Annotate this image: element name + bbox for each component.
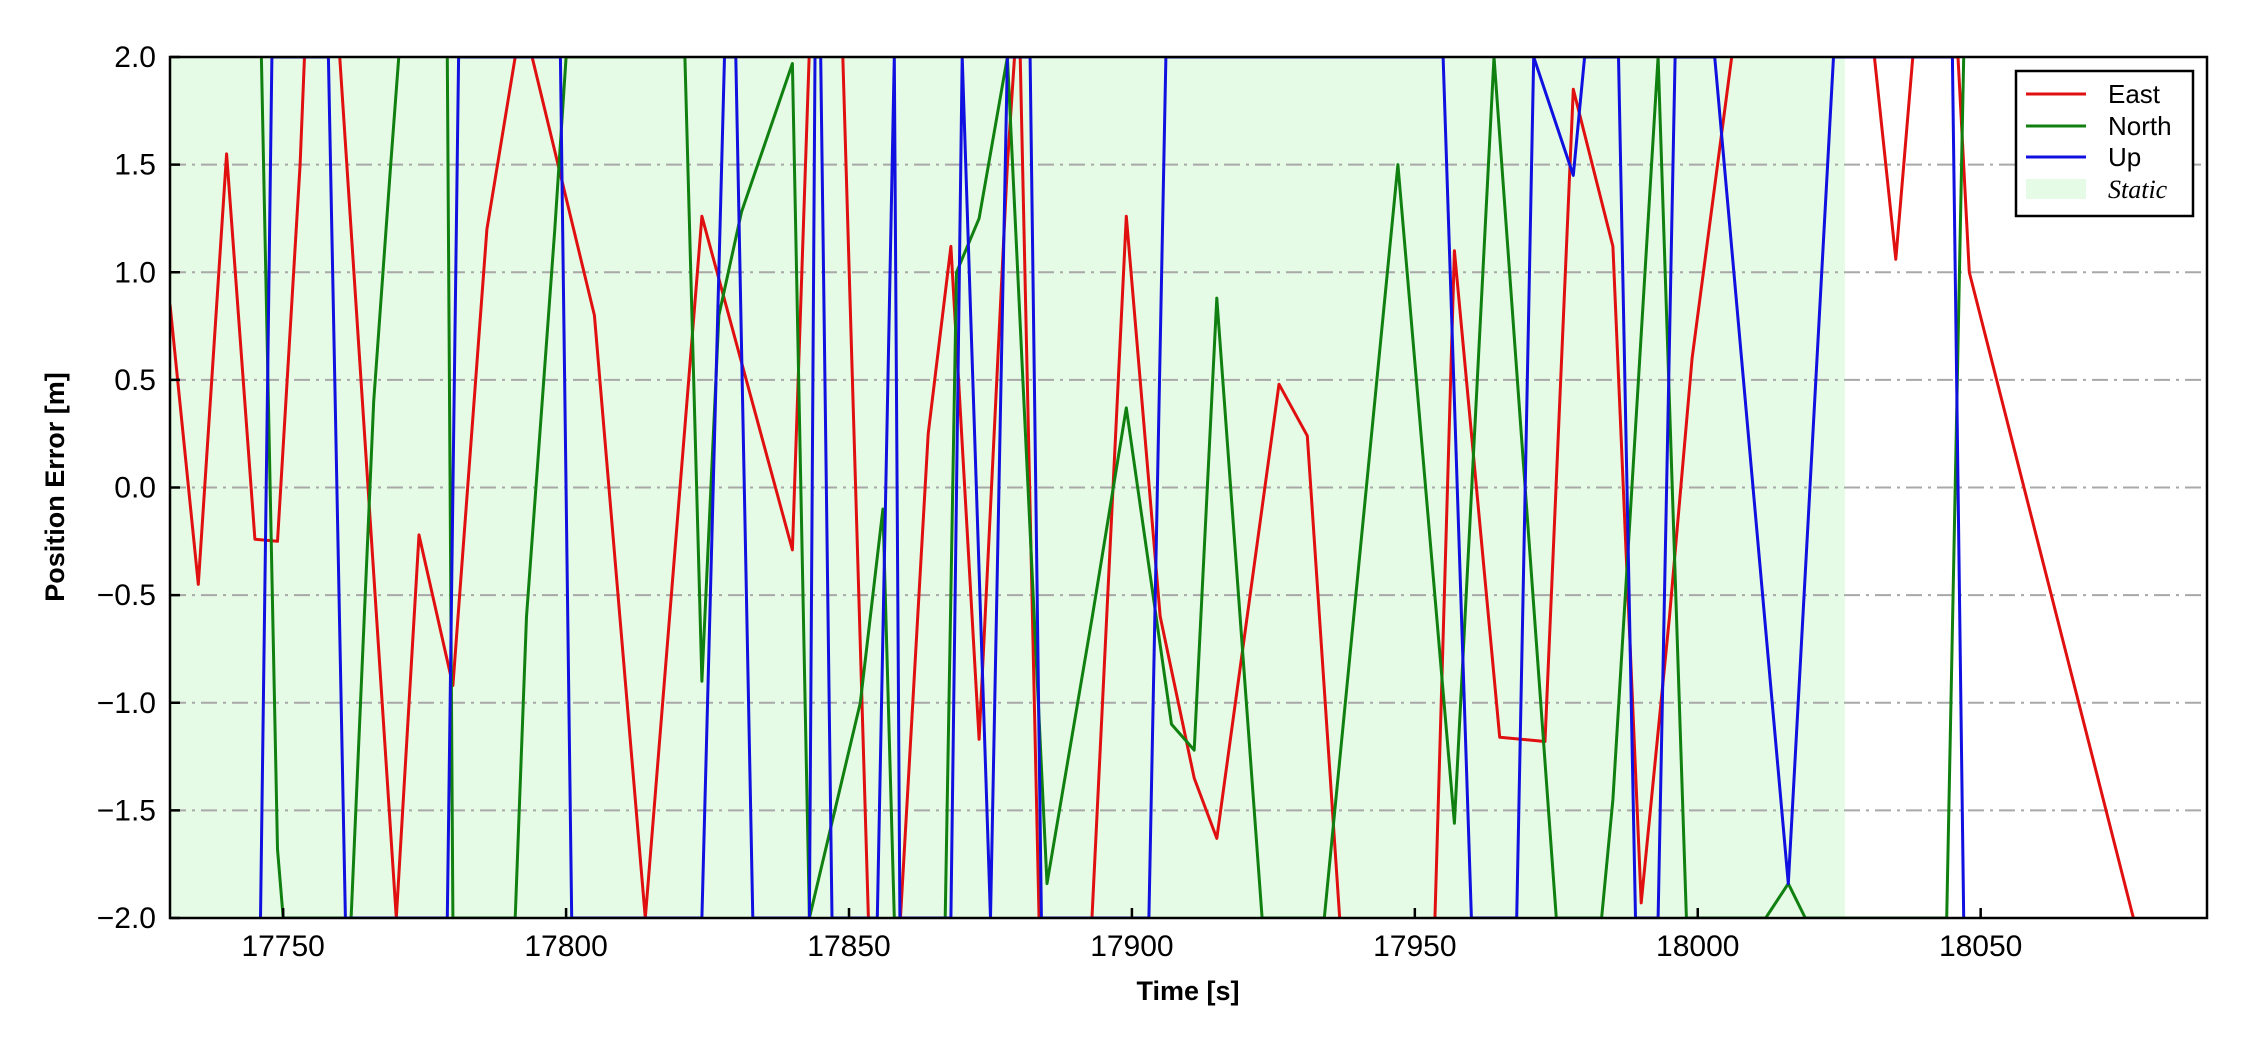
x-tick-label: 18000 xyxy=(1656,930,1739,963)
y-tick-label: −1.5 xyxy=(97,794,156,827)
y-tick-label: 0.0 xyxy=(114,472,156,505)
y-tick-label: −0.5 xyxy=(97,579,156,612)
legend-label-east: East xyxy=(2108,79,2161,109)
legend-label-north: North xyxy=(2108,111,2172,141)
legend-label-static: Static xyxy=(2108,175,2168,204)
x-axis-label: Time [s] xyxy=(1136,976,1239,1006)
x-tick-label: 17750 xyxy=(241,930,324,963)
y-axis-label: Position Error [m] xyxy=(40,372,70,602)
x-tick-label: 17950 xyxy=(1373,930,1456,963)
legend-swatch-static xyxy=(2026,179,2086,199)
y-tick-label: 2.0 xyxy=(114,41,156,74)
gridlines xyxy=(170,163,2207,812)
y-tick-label: 1.5 xyxy=(114,149,156,182)
axis-ticks: 17750 17800 17850 17900 17950 18000 18050 2.0 1.… xyxy=(97,41,2023,963)
series-line-up xyxy=(259,57,1966,918)
x-tick-label: 18050 xyxy=(1939,930,2022,963)
legend: East North Up Static xyxy=(2014,69,2195,218)
series-line-east xyxy=(170,57,2135,918)
y-tick-label: 1.0 xyxy=(114,256,156,289)
series-lines xyxy=(170,57,2135,918)
y-tick-label: 0.5 xyxy=(114,364,156,397)
x-tick-label: 17900 xyxy=(1090,930,1173,963)
y-tick-label: −1.0 xyxy=(97,687,156,720)
legend-label-up: Up xyxy=(2108,142,2141,172)
y-tick-label: −2.0 xyxy=(97,902,156,935)
x-tick-label: 17800 xyxy=(524,930,607,963)
x-tick-label: 17850 xyxy=(807,930,890,963)
